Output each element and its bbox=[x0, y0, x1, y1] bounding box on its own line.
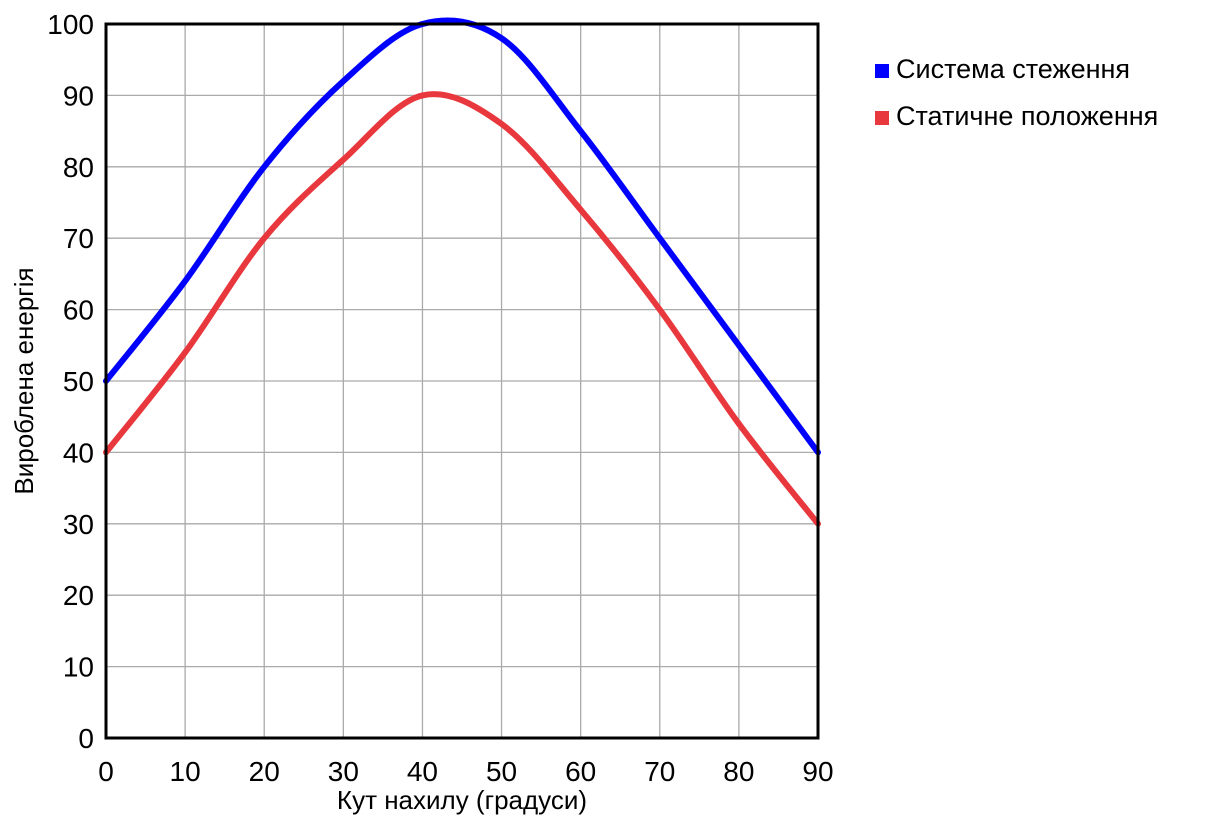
y-tick-label: 100 bbox=[47, 9, 94, 40]
x-tick-label: 80 bbox=[723, 756, 754, 787]
y-tick-label: 50 bbox=[63, 366, 94, 397]
x-axis-title: Кут нахилу (градуси) bbox=[337, 785, 587, 815]
y-tick-label: 0 bbox=[78, 723, 94, 754]
y-tick-label: 90 bbox=[63, 80, 94, 111]
y-tick-label: 80 bbox=[63, 152, 94, 183]
plot-frame bbox=[104, 22, 820, 740]
legend-label: Статичне положення bbox=[896, 101, 1158, 131]
x-tick-labels: 0 10 20 30 40 50 60 70 80 90 bbox=[98, 756, 833, 787]
x-tick-label: 50 bbox=[486, 756, 517, 787]
series-line-2 bbox=[103, 91, 821, 527]
x-tick-label: 20 bbox=[249, 756, 280, 787]
y-tick-label: 30 bbox=[63, 509, 94, 540]
y-axis-title: Вироблена енергія bbox=[9, 267, 39, 494]
x-tick-label: 0 bbox=[98, 756, 114, 787]
y-tick-label: 10 bbox=[63, 652, 94, 683]
x-tick-label: 30 bbox=[328, 756, 359, 787]
x-tick-label: 90 bbox=[802, 756, 833, 787]
legend-swatch bbox=[875, 64, 889, 78]
y-tick-label: 70 bbox=[63, 223, 94, 254]
legend-label: Система стеження bbox=[896, 54, 1130, 84]
y-tick-labels: 0 10 20 30 40 50 60 70 80 90 100 bbox=[47, 9, 94, 754]
x-tick-label: 70 bbox=[644, 756, 675, 787]
y-tick-label: 60 bbox=[63, 295, 94, 326]
y-tick-label: 40 bbox=[63, 437, 94, 468]
x-tick-label: 10 bbox=[170, 756, 201, 787]
legend-swatch bbox=[875, 111, 889, 125]
y-tick-label: 20 bbox=[63, 580, 94, 611]
legend: Система стеження Статичне положення bbox=[875, 54, 1158, 131]
x-tick-label: 40 bbox=[407, 756, 438, 787]
x-tick-label: 60 bbox=[565, 756, 596, 787]
